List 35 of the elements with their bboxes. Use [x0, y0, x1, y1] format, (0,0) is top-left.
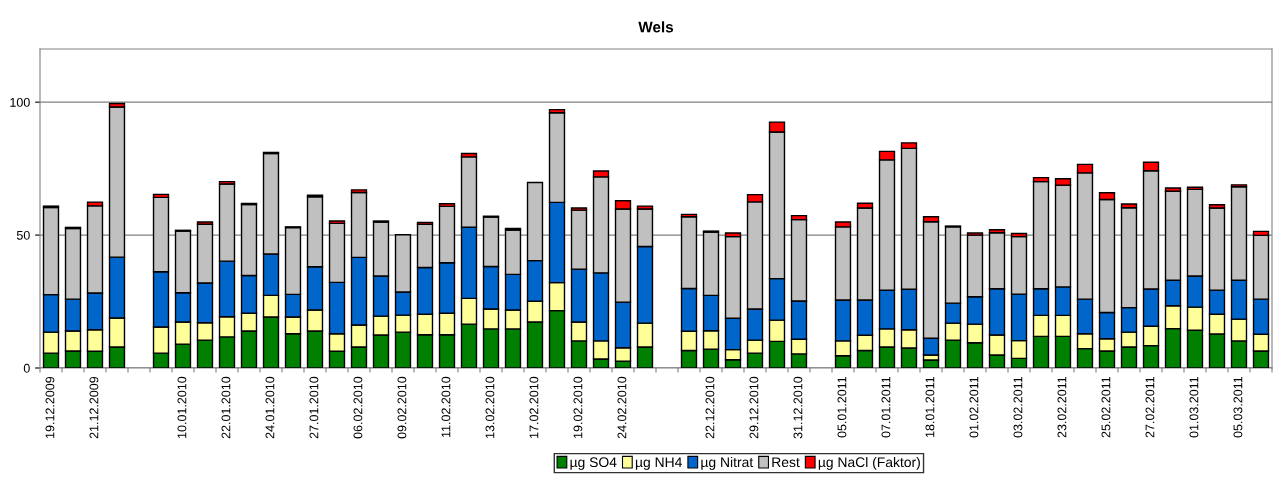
chart-title: Wels [638, 21, 674, 33]
x-tick-label: 05.03.2011 [1233, 376, 1243, 438]
x-tick-label: 06.02.2010 [353, 376, 363, 439]
legend-label: Rest [772, 457, 800, 468]
x-tick-label: 11.02.2010 [441, 376, 451, 438]
x-tick-label: 19.12.2009 [45, 376, 55, 438]
x-tick-label: 10.01.2010 [177, 376, 187, 438]
x-tick-label: 17.02.2010 [529, 376, 539, 438]
x-tick-label: 07.01.2011 [881, 376, 891, 438]
x-tick-label: 01.02.2011 [969, 376, 979, 438]
x-tick-label: 23.02.2011 [1057, 376, 1067, 438]
x-tick-label: 22.12.2010 [705, 376, 715, 439]
y-tick-label: 100 [10, 97, 30, 107]
x-tick-label: 27.01.2010 [309, 376, 319, 439]
legend-label: µg Nitrat [701, 456, 754, 470]
x-tick-label: 22.01.2010 [221, 376, 231, 439]
legend-label: µg NH4 [635, 457, 682, 470]
x-tick-label: 19.02.2010 [573, 376, 583, 438]
x-tick-label: 13.02.2010 [485, 376, 495, 438]
x-tick-label: 31.12.2010 [793, 376, 803, 439]
x-tick-label: 25.02.2011 [1101, 376, 1111, 438]
legend-label: µg SO4 [570, 457, 617, 470]
x-tick-label: 18.01.2011 [925, 376, 935, 438]
x-tick-label: 03.02.2011 [1013, 376, 1023, 438]
legend-label: µg NaCl (Faktor) [818, 456, 920, 470]
y-tick-label: 50 [16, 230, 30, 240]
x-tick-label: 24.01.2010 [265, 376, 275, 439]
x-tick-label: 21.12.2009 [89, 376, 99, 439]
x-tick-label: 29.12.2010 [749, 376, 759, 439]
x-tick-label: 09.02.2010 [397, 376, 407, 439]
x-tick-label: 24.02.2010 [617, 376, 627, 439]
x-tick-label: 27.02.2011 [1145, 376, 1155, 438]
y-tick-label: 0 [23, 363, 30, 373]
x-tick-label: 01.03.2011 [1189, 376, 1199, 438]
x-tick-label: 05.01.2011 [837, 376, 847, 438]
